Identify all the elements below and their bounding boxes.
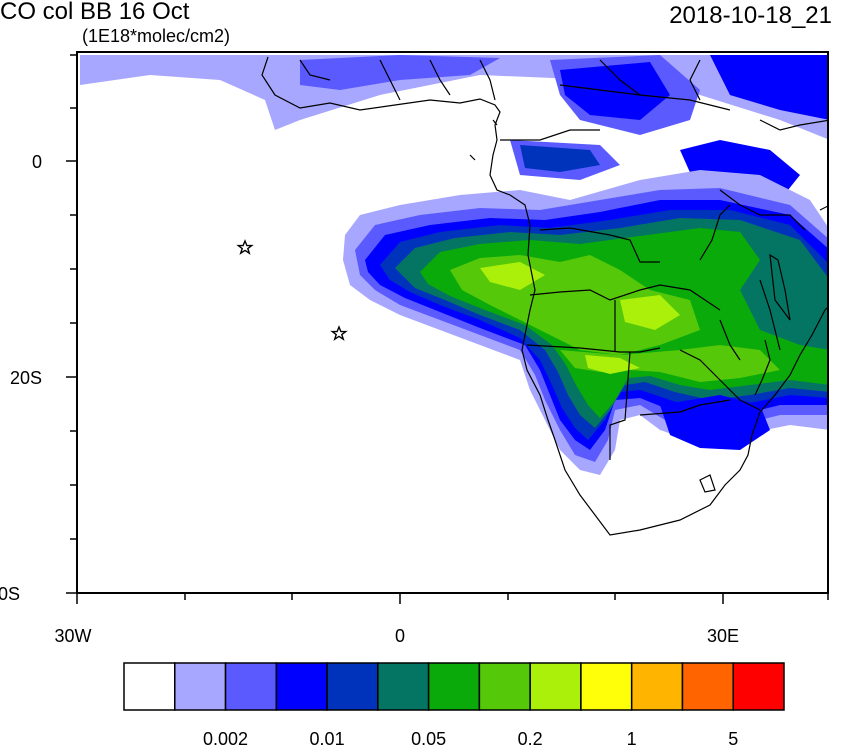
colorbar-swatch — [580, 662, 633, 711]
x-tick-label: 0 — [395, 626, 405, 646]
colorbar-swatch — [224, 662, 278, 711]
x-tick-label: 30W — [54, 626, 91, 646]
colorbar-tick-label: 0.05 — [411, 729, 446, 747]
colorbar-tick-label: 1 — [627, 729, 637, 747]
colorbar-swatch — [377, 662, 430, 711]
colorbar-tick-label: 0.2 — [518, 729, 543, 747]
star-marker — [330, 325, 348, 341]
x-tick-label: 30E — [707, 626, 739, 646]
colorbar-swatch — [681, 662, 734, 711]
colorbar-swatch — [478, 662, 531, 711]
timestamp-label: 2018-10-18_21 — [669, 2, 832, 29]
star-marker — [236, 239, 254, 255]
colorbar-swatch — [427, 662, 481, 711]
y-tick-label: 20S — [10, 368, 42, 388]
units-label: (1E18*molec/cm2) — [82, 26, 231, 46]
colorbar-swatch — [630, 662, 684, 711]
plot-title: CO col BB 16 Oct — [0, 0, 190, 25]
colorbar-swatch — [529, 662, 582, 711]
colorbar-labels: 0.002 0.01 0.05 0.2 1 5 — [203, 729, 738, 747]
colorbar-swatch — [326, 662, 379, 711]
axis-ticks — [66, 54, 829, 604]
y-tick-label: 40S — [0, 584, 20, 604]
colorbar-tick-label: 0.002 — [203, 729, 248, 747]
coastline-borders — [261, 56, 828, 536]
colorbar — [123, 662, 785, 711]
colorbar-swatch — [123, 662, 176, 711]
colorbar-tick-label: 0.01 — [310, 729, 345, 747]
colorbar-swatch — [174, 662, 227, 711]
co-concentration-field — [80, 55, 828, 475]
colorbar-swatch — [732, 662, 785, 711]
colorbar-tick-label: 5 — [728, 729, 738, 747]
star-markers — [236, 239, 348, 341]
colorbar-swatch — [275, 662, 328, 711]
y-tick-label: 0 — [32, 152, 42, 172]
